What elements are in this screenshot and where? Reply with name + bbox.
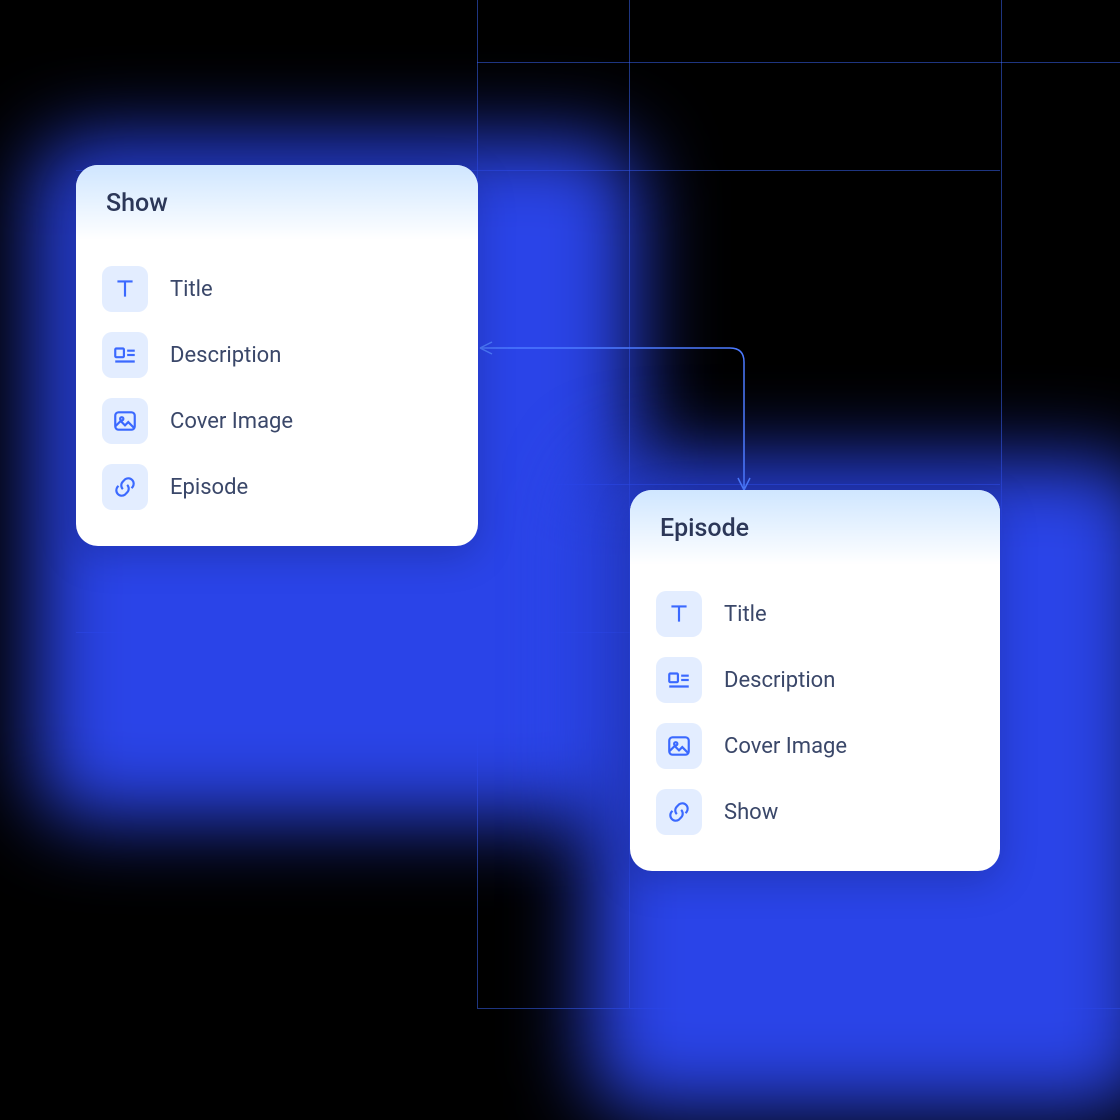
- card-title: Episode: [630, 490, 1000, 565]
- field-row[interactable]: Description: [656, 647, 974, 713]
- link-icon: [102, 464, 148, 510]
- field-row[interactable]: Cover Image: [656, 713, 974, 779]
- field-label: Cover Image: [724, 734, 847, 759]
- field-row[interactable]: Title: [656, 581, 974, 647]
- field-label: Cover Image: [170, 409, 293, 434]
- card-body: Title Description Cover Image Episode: [76, 240, 478, 546]
- card-body: Title Description Cover Image Show: [630, 565, 1000, 871]
- text-icon: [102, 266, 148, 312]
- field-row[interactable]: Title: [102, 256, 452, 322]
- entity-card-show[interactable]: Show Title Description Cover Image: [76, 165, 478, 546]
- field-row[interactable]: Episode: [102, 454, 452, 520]
- link-icon: [656, 789, 702, 835]
- field-label: Description: [170, 343, 281, 368]
- field-row[interactable]: Show: [656, 779, 974, 845]
- field-label: Episode: [170, 475, 248, 500]
- field-label: Title: [724, 602, 767, 627]
- field-label: Title: [170, 277, 213, 302]
- field-label: Show: [724, 800, 778, 825]
- diagram-canvas: Show Title Description Cover Image: [0, 0, 1120, 1120]
- grid-line: [477, 62, 1120, 63]
- text-icon: [656, 591, 702, 637]
- field-label: Description: [724, 668, 835, 693]
- field-row[interactable]: Cover Image: [102, 388, 452, 454]
- field-row[interactable]: Description: [102, 322, 452, 388]
- card-title: Show: [76, 165, 478, 240]
- image-icon: [102, 398, 148, 444]
- image-icon: [656, 723, 702, 769]
- entity-card-episode[interactable]: Episode Title Description Cover Image: [630, 490, 1000, 871]
- description-icon: [102, 332, 148, 378]
- description-icon: [656, 657, 702, 703]
